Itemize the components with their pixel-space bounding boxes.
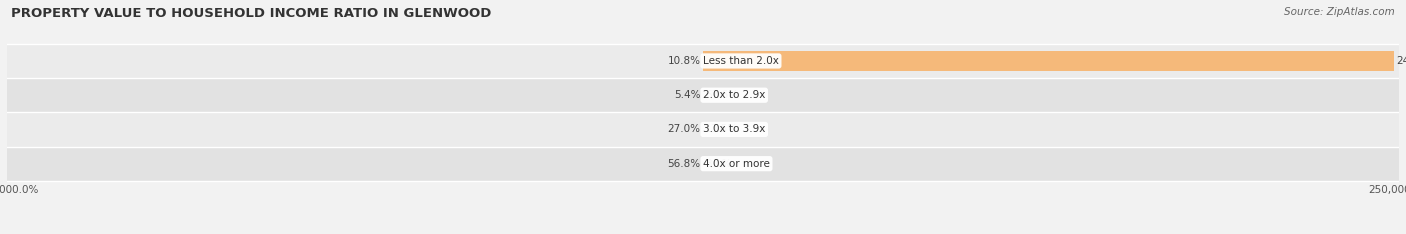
Text: 248210.8%: 248210.8% [1396,56,1406,66]
Bar [7,146,1399,181]
Text: 27.0%: 27.0% [668,124,700,135]
Text: 3.0x to 3.9x: 3.0x to 3.9x [703,124,765,135]
Text: 5.4%: 5.4% [675,90,700,100]
Text: Less than 2.0x: Less than 2.0x [703,56,779,66]
Bar [703,51,1393,71]
Text: 13.5%: 13.5% [706,124,738,135]
Text: 8.1%: 8.1% [706,159,731,169]
Text: 4.0x or more: 4.0x or more [703,159,770,169]
Text: 10.8%: 10.8% [668,56,700,66]
Bar [7,44,1399,78]
Text: Source: ZipAtlas.com: Source: ZipAtlas.com [1284,7,1395,17]
Text: 56.8%: 56.8% [668,159,700,169]
Text: PROPERTY VALUE TO HOUSEHOLD INCOME RATIO IN GLENWOOD: PROPERTY VALUE TO HOUSEHOLD INCOME RATIO… [11,7,492,20]
Bar [7,112,1399,146]
Text: 2.0x to 2.9x: 2.0x to 2.9x [703,90,765,100]
Bar [7,78,1399,112]
Text: 67.6%: 67.6% [706,90,738,100]
